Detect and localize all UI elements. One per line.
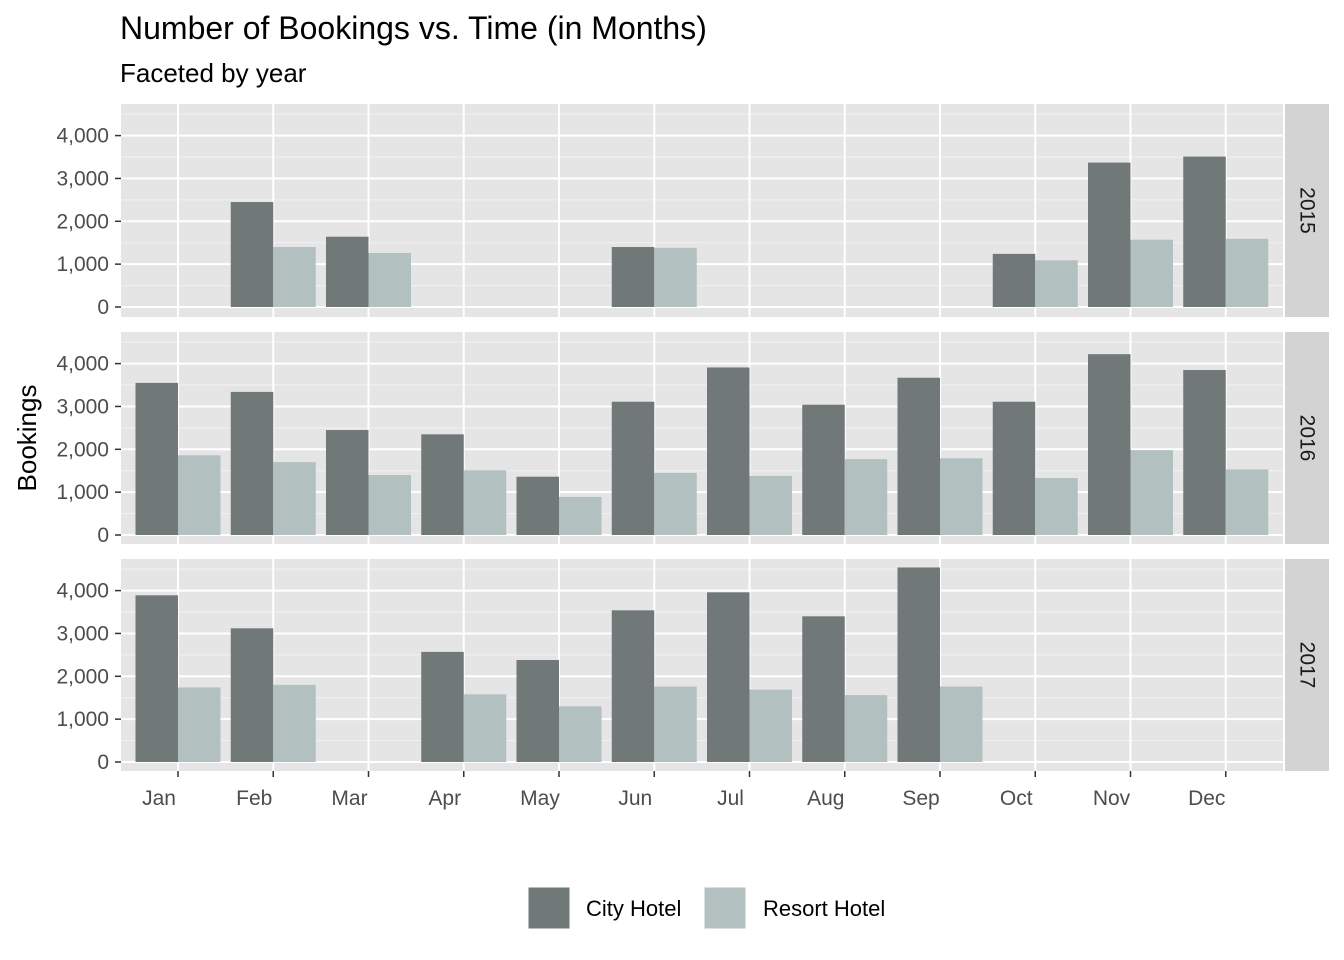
bar-resort-hotel-dec-2016 bbox=[1225, 469, 1269, 535]
facet-strip bbox=[1285, 559, 1329, 771]
bar-resort-hotel-mar-2016 bbox=[368, 475, 411, 535]
y-tick-label: 2,000 bbox=[56, 438, 109, 461]
bar-city-hotel-apr-2016 bbox=[421, 434, 464, 535]
bar-city-hotel-may-2017 bbox=[516, 660, 559, 762]
bar-resort-hotel-nov-2015 bbox=[1130, 239, 1173, 307]
bar-resort-hotel-apr-2016 bbox=[463, 470, 507, 535]
bar-city-hotel-sep-2017 bbox=[897, 567, 940, 762]
facet-panel-2015: 0 1,000 2,000 3,000 4,000 2015 bbox=[56, 104, 1329, 319]
x-tick-label-dec: Dec bbox=[1188, 787, 1225, 810]
legend-swatch-city-hotel bbox=[527, 886, 571, 930]
bar-resort-hotel-aug-2016 bbox=[844, 459, 888, 535]
bar-resort-hotel-sep-2016 bbox=[940, 458, 983, 535]
bar-city-hotel-mar-2016 bbox=[326, 430, 369, 535]
bar-resort-hotel-mar-2015 bbox=[368, 253, 411, 307]
legend: City Hotel Resort Hotel bbox=[527, 886, 885, 930]
bar-resort-hotel-aug-2017 bbox=[844, 695, 888, 762]
x-tick-label-mar: Mar bbox=[331, 787, 367, 810]
y-tick-label: 3,000 bbox=[56, 395, 109, 418]
y-tick-label: 1,000 bbox=[56, 708, 109, 731]
y-tick-label: 0 bbox=[97, 751, 109, 774]
bar-city-hotel-dec-2015 bbox=[1183, 156, 1226, 307]
bar-city-hotel-jan-2016 bbox=[135, 382, 178, 535]
x-tick-label-sep: Sep bbox=[902, 787, 939, 810]
bar-city-hotel-jul-2017 bbox=[707, 592, 750, 762]
bar-city-hotel-feb-2017 bbox=[230, 628, 274, 762]
bar-resort-hotel-jun-2016 bbox=[654, 472, 697, 535]
y-tick-label: 0 bbox=[97, 524, 109, 547]
bar-city-hotel-aug-2017 bbox=[802, 616, 845, 762]
y-tick-label: 3,000 bbox=[56, 622, 109, 645]
bar-resort-hotel-dec-2015 bbox=[1225, 238, 1269, 307]
bar-city-hotel-nov-2016 bbox=[1088, 354, 1131, 535]
y-tick-label: 3,000 bbox=[56, 167, 109, 190]
facet-panel-2016: 0 1,000 2,000 3,000 4,000 2016 bbox=[56, 332, 1329, 547]
x-tick-label-jul: Jul bbox=[717, 787, 744, 810]
x-tick-label-jun: Jun bbox=[618, 787, 652, 810]
bar-resort-hotel-oct-2016 bbox=[1035, 478, 1078, 535]
y-tick-label: 1,000 bbox=[56, 481, 109, 504]
bar-resort-hotel-feb-2017 bbox=[273, 684, 316, 762]
y-tick-label: 1,000 bbox=[56, 253, 109, 276]
bar-resort-hotel-apr-2017 bbox=[463, 694, 507, 762]
x-tick-label-oct: Oct bbox=[1000, 787, 1033, 810]
bar-city-hotel-jan-2017 bbox=[135, 595, 178, 762]
bar-city-hotel-mar-2015 bbox=[326, 236, 369, 307]
bar-resort-hotel-jul-2016 bbox=[749, 475, 792, 535]
facet-panels: 0 1,000 2,000 3,000 4,000 2015 0 1,000 2,000 3,00… bbox=[56, 104, 1329, 774]
facet-strip bbox=[1285, 332, 1329, 544]
chart-title: Number of Bookings vs. Time (in Months) bbox=[120, 10, 707, 46]
x-axis: Jan Feb Mar Apr May Jun Jul Aug Sep Oct Nov Dec bbox=[142, 771, 1227, 810]
bar-resort-hotel-oct-2015 bbox=[1035, 260, 1078, 307]
bar-resort-hotel-jan-2017 bbox=[178, 687, 221, 762]
bar-resort-hotel-jun-2017 bbox=[654, 686, 697, 762]
x-tick-label-jan: Jan bbox=[142, 787, 176, 810]
bar-city-hotel-jun-2015 bbox=[611, 247, 655, 307]
bar-resort-hotel-may-2017 bbox=[559, 706, 602, 762]
facet-strip-label: 2015 bbox=[1296, 187, 1319, 234]
bar-resort-hotel-nov-2016 bbox=[1130, 450, 1173, 535]
bar-city-hotel-aug-2016 bbox=[802, 404, 845, 535]
x-tick-label-may: May bbox=[520, 787, 560, 810]
facet-strip bbox=[1285, 104, 1329, 317]
bar-city-hotel-jun-2017 bbox=[611, 610, 655, 762]
bar-city-hotel-sep-2016 bbox=[897, 377, 940, 535]
bar-resort-hotel-sep-2017 bbox=[940, 686, 983, 762]
bar-city-hotel-feb-2016 bbox=[230, 391, 274, 535]
bar-city-hotel-oct-2015 bbox=[992, 253, 1036, 307]
y-tick-label: 0 bbox=[97, 296, 109, 319]
bar-city-hotel-jun-2016 bbox=[611, 401, 655, 535]
bar-city-hotel-apr-2017 bbox=[421, 651, 464, 762]
bar-city-hotel-feb-2015 bbox=[230, 202, 274, 307]
bar-city-hotel-nov-2015 bbox=[1088, 162, 1131, 307]
bar-resort-hotel-jul-2017 bbox=[749, 689, 792, 762]
bar-city-hotel-jul-2016 bbox=[707, 367, 750, 535]
facet-strip-label: 2016 bbox=[1296, 415, 1319, 462]
bar-resort-hotel-jan-2016 bbox=[178, 455, 221, 535]
facet-panel-2017: 0 1,000 2,000 3,000 4,000 2017 bbox=[56, 559, 1329, 774]
y-tick-label: 4,000 bbox=[56, 353, 109, 376]
legend-label-city-hotel: City Hotel bbox=[586, 896, 681, 921]
x-tick-label-nov: Nov bbox=[1093, 787, 1131, 810]
legend-label-resort-hotel: Resort Hotel bbox=[763, 896, 885, 921]
bar-city-hotel-dec-2016 bbox=[1183, 370, 1226, 535]
x-tick-label-feb: Feb bbox=[236, 787, 272, 810]
y-tick-label: 4,000 bbox=[56, 580, 109, 603]
bar-resort-hotel-feb-2016 bbox=[273, 462, 316, 535]
y-axis-title: Bookings bbox=[12, 385, 42, 492]
y-tick-label: 4,000 bbox=[56, 125, 109, 148]
bar-resort-hotel-feb-2015 bbox=[273, 247, 316, 307]
x-tick-label-aug: Aug bbox=[807, 787, 844, 810]
bar-city-hotel-oct-2016 bbox=[992, 401, 1036, 535]
y-tick-label: 2,000 bbox=[56, 210, 109, 233]
x-tick-label-apr: Apr bbox=[428, 787, 461, 810]
facet-strip-label: 2017 bbox=[1296, 642, 1319, 689]
bar-resort-hotel-jun-2015 bbox=[654, 247, 697, 307]
y-tick-label: 2,000 bbox=[56, 665, 109, 688]
bar-city-hotel-may-2016 bbox=[516, 476, 559, 535]
chart-subtitle: Faceted by year bbox=[120, 58, 307, 88]
legend-swatch-resort-hotel bbox=[703, 886, 747, 930]
bar-resort-hotel-may-2016 bbox=[559, 496, 602, 535]
